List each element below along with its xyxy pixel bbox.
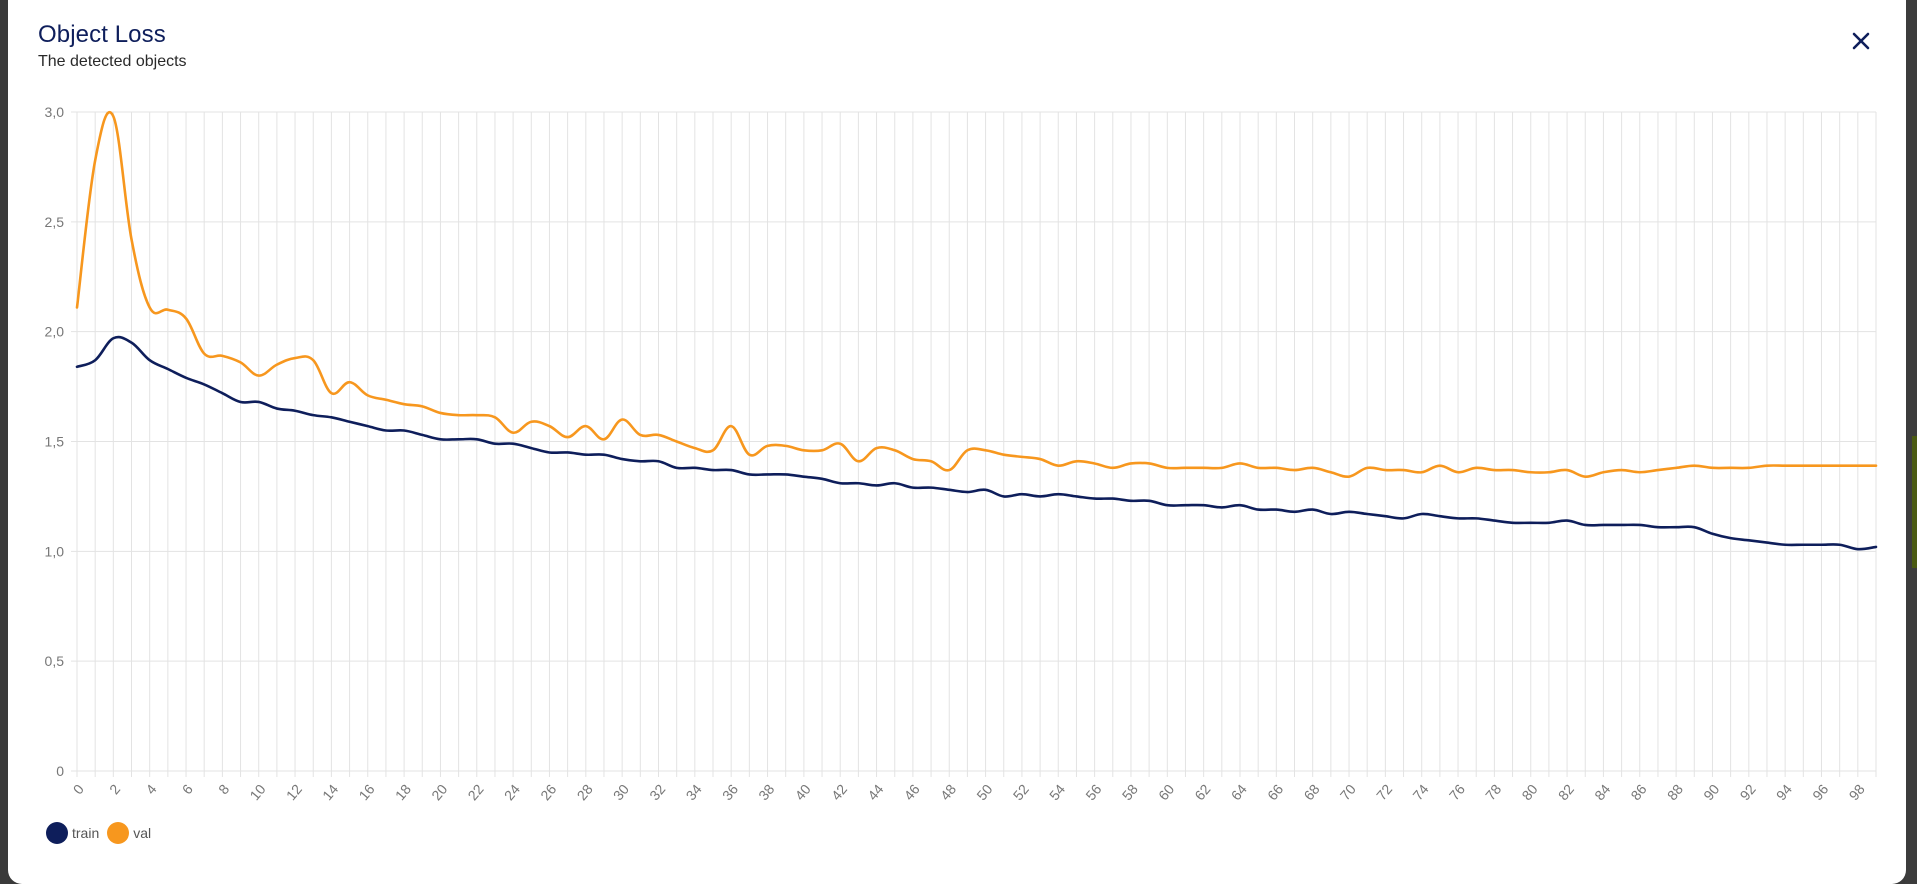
x-tick-label: 56 xyxy=(1082,781,1104,803)
chart-legend: train val xyxy=(46,822,159,844)
x-tick-label: 90 xyxy=(1700,781,1722,803)
y-tick-label: 1,5 xyxy=(45,434,65,450)
x-tick-label: 72 xyxy=(1373,781,1395,803)
x-tick-label: 66 xyxy=(1264,781,1286,803)
x-tick-label: 24 xyxy=(501,781,523,803)
x-tick-label: 78 xyxy=(1482,781,1504,803)
legend-label-train: train xyxy=(72,825,100,841)
legend-item-val[interactable]: val xyxy=(107,822,151,844)
x-tick-label: 40 xyxy=(792,781,814,803)
x-tick-label: 86 xyxy=(1627,781,1649,803)
x-tick-label: 48 xyxy=(937,781,959,803)
x-tick-label: 58 xyxy=(1119,781,1141,803)
x-tick-label: 76 xyxy=(1446,781,1468,803)
x-tick-label: 70 xyxy=(1337,781,1359,803)
x-tick-label: 94 xyxy=(1773,781,1795,803)
x-tick-label: 92 xyxy=(1736,781,1758,803)
x-tick-label: 88 xyxy=(1664,781,1686,803)
x-tick-label: 36 xyxy=(719,781,741,803)
series-line-val xyxy=(75,110,1878,479)
x-tick-label: 10 xyxy=(246,781,268,803)
x-tick-label: 42 xyxy=(828,781,850,803)
x-tick-label: 18 xyxy=(392,781,414,803)
x-tick-label: 2 xyxy=(106,781,123,797)
x-tick-label: 34 xyxy=(683,781,705,803)
y-tick-label: 1,0 xyxy=(45,543,65,559)
legend-label-val: val xyxy=(133,825,152,841)
x-tick-label: 44 xyxy=(864,781,886,803)
y-tick-label: 2,5 xyxy=(45,214,65,230)
x-tick-label: 54 xyxy=(1046,781,1068,803)
x-tick-label: 68 xyxy=(1300,781,1322,803)
loss-line-chart: 00,51,01,52,02,53,00 2 4 6 8 10 12 14 16 18 20 22 24… xyxy=(45,104,1878,803)
x-tick-label: 8 xyxy=(215,781,232,797)
x-tick-label: 30 xyxy=(610,781,632,803)
x-tick-label: 14 xyxy=(319,781,341,803)
x-tick-label: 74 xyxy=(1409,781,1431,803)
y-tick-label: 0,5 xyxy=(45,653,65,669)
x-tick-label: 60 xyxy=(1155,781,1177,803)
x-tick-label: 16 xyxy=(355,781,377,803)
x-tick-label: 62 xyxy=(1191,781,1213,803)
x-tick-label: 6 xyxy=(179,781,196,797)
modal-title: Object Loss xyxy=(38,21,166,48)
x-tick-label: 0 xyxy=(70,781,87,797)
legend-item-train[interactable]: train xyxy=(46,822,99,844)
x-tick-label: 64 xyxy=(1228,781,1250,803)
backdrop xyxy=(1905,0,1917,884)
backdrop-accent xyxy=(1912,436,1917,568)
x-tick-label: 4 xyxy=(142,781,159,797)
y-tick-label: 2,0 xyxy=(45,324,65,340)
x-tick-label: 38 xyxy=(755,781,777,803)
close-button[interactable] xyxy=(1846,26,1876,56)
x-tick-label: 96 xyxy=(1809,781,1831,803)
y-tick-label: 3,0 xyxy=(45,104,65,120)
x-tick-label: 46 xyxy=(901,781,923,803)
x-tick-label: 82 xyxy=(1555,781,1577,803)
x-tick-label: 22 xyxy=(464,781,486,803)
x-tick-label: 52 xyxy=(1010,781,1032,803)
x-tick-label: 98 xyxy=(1846,781,1868,803)
x-tick-label: 84 xyxy=(1591,781,1613,803)
y-tick-label: 0 xyxy=(56,763,64,779)
x-tick-label: 12 xyxy=(283,781,305,803)
x-tick-label: 28 xyxy=(573,781,595,803)
close-icon xyxy=(1852,32,1870,50)
modal-subtitle: The detected objects xyxy=(38,53,187,70)
x-tick-label: 26 xyxy=(537,781,559,803)
x-tick-label: 80 xyxy=(1518,781,1540,803)
x-tick-label: 50 xyxy=(973,781,995,803)
x-tick-label: 32 xyxy=(646,781,668,803)
chart-modal: Object Loss The detected objects 0 0,5 1,0… xyxy=(8,0,1906,884)
legend-swatch-train xyxy=(46,822,68,844)
series-line-train xyxy=(75,335,1878,551)
x-tick-label: 20 xyxy=(428,781,450,803)
legend-swatch-val xyxy=(107,822,130,844)
